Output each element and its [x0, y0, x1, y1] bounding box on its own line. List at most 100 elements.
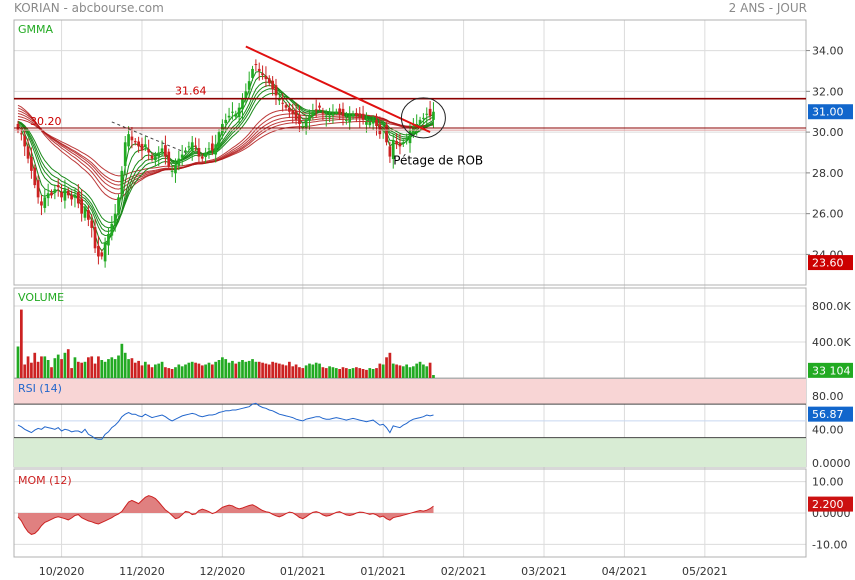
- candle: [66, 187, 70, 199]
- candle: [177, 150, 181, 171]
- volume-tick-label: 400.0K: [812, 336, 851, 349]
- volume-bar: [432, 375, 435, 378]
- volume-bars: [16, 309, 435, 378]
- volume-bar: [73, 357, 77, 378]
- volume-bar: [133, 362, 137, 378]
- volume-bar: [120, 343, 124, 378]
- candle: [408, 123, 412, 153]
- last-price-badge-bg: [808, 104, 853, 120]
- volume-bar: [207, 362, 211, 378]
- volume-bar: [194, 362, 197, 378]
- volume-bar: [174, 367, 177, 378]
- volume-bar: [234, 363, 238, 378]
- volume-label: VOLUME: [18, 291, 64, 304]
- candle: [190, 135, 194, 161]
- volume-bar: [197, 363, 201, 378]
- candle: [46, 183, 50, 207]
- candle: [224, 113, 228, 133]
- gmma-short-line: [17, 75, 434, 244]
- candle: [395, 133, 398, 150]
- candle: [167, 148, 171, 170]
- volume-bar: [338, 369, 341, 378]
- volume-bar: [385, 357, 388, 378]
- volume-bar: [204, 364, 207, 378]
- x-tick-label: 04/2021: [602, 565, 648, 578]
- volume-bar: [80, 362, 84, 378]
- volume-bar: [341, 367, 345, 378]
- volume-bar: [53, 358, 57, 378]
- volume-bar: [237, 361, 241, 378]
- volume-bar: [344, 368, 348, 378]
- volume-bar: [160, 361, 164, 378]
- candle: [428, 100, 432, 121]
- rsi-panel: RSI (14) 0.0000 40.00 80.00 56.87: [14, 379, 853, 470]
- volume-bar: [334, 368, 338, 378]
- volume-bar: [254, 361, 258, 378]
- volume-bar: [405, 364, 409, 378]
- volume-bar: [83, 361, 87, 378]
- volume-bar: [425, 366, 429, 378]
- candle: [311, 103, 315, 120]
- volume-bar: [157, 363, 161, 378]
- volume-bar: [328, 366, 331, 378]
- volume-badge-bg: [808, 362, 853, 378]
- volume-bar: [50, 367, 53, 378]
- candle: [26, 138, 30, 164]
- volume-bar: [241, 360, 244, 378]
- volume-bar: [261, 362, 264, 378]
- candle: [324, 109, 328, 127]
- candle: [338, 103, 341, 121]
- mom-badge-bg: [808, 496, 853, 512]
- candle: [308, 109, 311, 131]
- x-tick-label: 12/2020: [200, 565, 246, 578]
- candle: [147, 139, 151, 161]
- rsi-oversold-zone: [14, 437, 806, 467]
- x-tick-label: 11/2020: [119, 565, 165, 578]
- volume-bar: [351, 368, 355, 378]
- candle: [217, 129, 221, 150]
- candle: [371, 115, 375, 130]
- volume-bar: [217, 360, 221, 378]
- rsi-tick-label: 0.0000: [812, 457, 851, 470]
- candle: [318, 102, 321, 111]
- volume-bar: [100, 360, 104, 378]
- candle: [281, 93, 285, 112]
- volume-y-axis: 400.0K 800.0K: [812, 300, 851, 349]
- candle: [298, 105, 301, 132]
- candle: [63, 179, 67, 209]
- annotation-text: Pétage de ROB: [393, 154, 483, 168]
- candle: [164, 135, 167, 165]
- volume-bar: [365, 369, 368, 378]
- candle: [150, 152, 154, 162]
- candle: [103, 237, 107, 268]
- candle: [368, 118, 372, 129]
- volume-bar: [358, 368, 362, 378]
- volume-bar: [368, 368, 372, 378]
- volume-bar: [87, 357, 90, 378]
- volume-bar: [308, 363, 311, 378]
- candle: [70, 190, 73, 206]
- candle: [334, 108, 338, 116]
- candle: [170, 166, 174, 178]
- volume-bar: [70, 368, 73, 378]
- low-badge: 23.60: [812, 257, 844, 270]
- volume-bar: [318, 363, 321, 378]
- candle: [388, 141, 392, 163]
- candle: [53, 184, 57, 200]
- candle: [184, 147, 187, 156]
- candle: [425, 107, 429, 125]
- volume-badge: 33 104: [812, 364, 851, 377]
- volume-tick-label: 800.0K: [812, 300, 851, 313]
- mom-line: [17, 495, 434, 535]
- volume-bar: [107, 359, 110, 378]
- candle: [123, 135, 127, 176]
- candle: [100, 249, 104, 260]
- candle: [304, 115, 308, 135]
- candle: [76, 184, 80, 209]
- trend-line: [245, 45, 431, 134]
- volume-bar: [140, 365, 144, 378]
- volume-bar: [164, 367, 167, 378]
- candle: [405, 133, 409, 145]
- candle: [331, 104, 335, 124]
